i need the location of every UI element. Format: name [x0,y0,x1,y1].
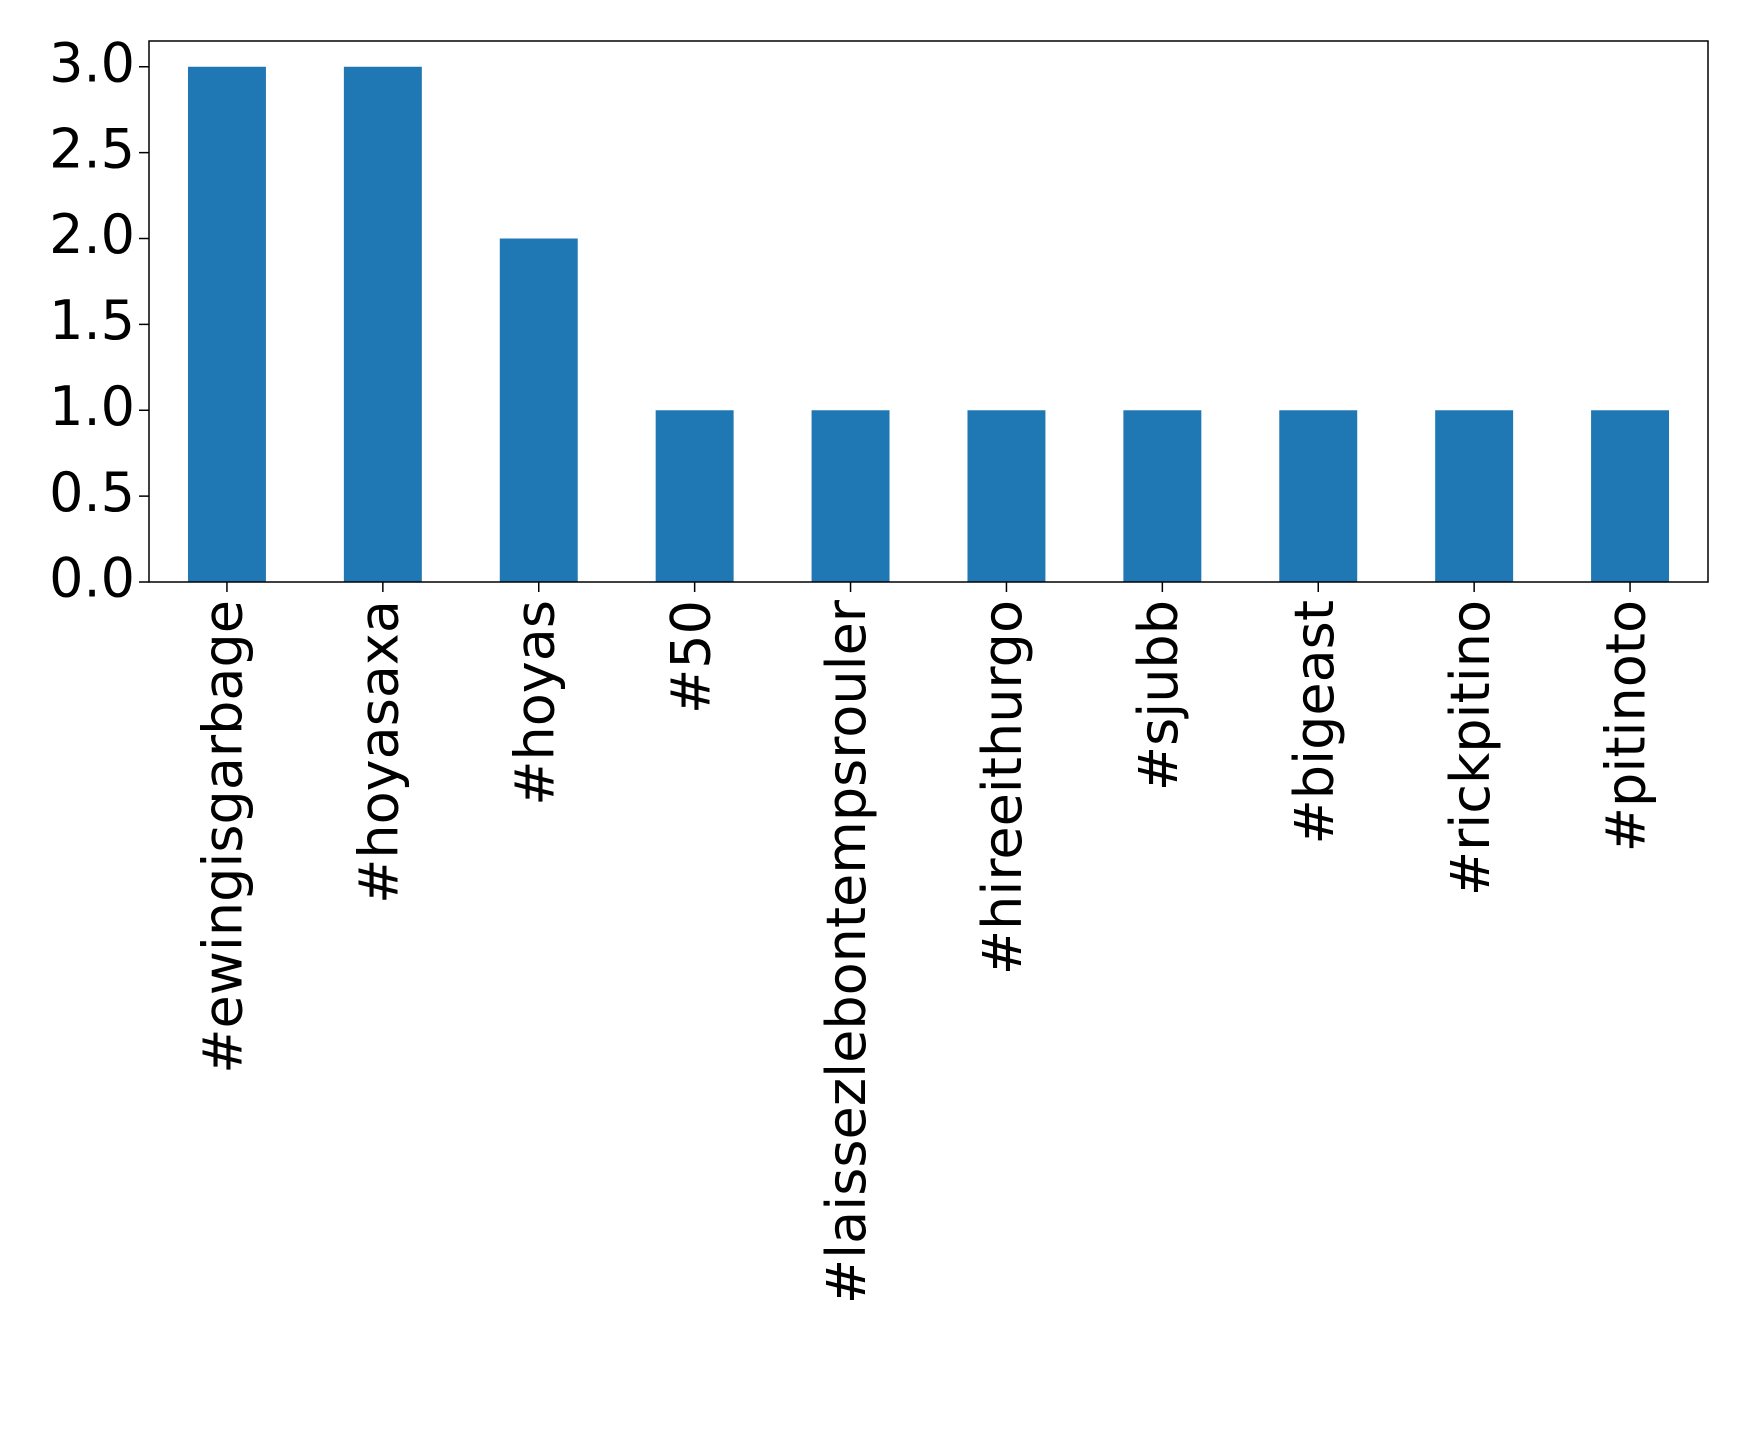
bar [967,410,1046,582]
bar [1123,410,1202,582]
x-tick-label: #laissezlebontempsrouler [815,599,878,1304]
y-tick-label: 1.5 [49,289,135,352]
bar [1279,410,1358,582]
x-tick-label: #50 [659,600,722,714]
x-tick-label: #bigeast [1283,600,1346,844]
bar [499,238,578,582]
y-tick-label: 2.0 [49,203,135,266]
bar [343,66,422,582]
y-tick-label: 3.0 [49,31,135,94]
x-tick-label: #hoyas [503,600,566,806]
y-tick-label: 2.5 [49,117,135,180]
plot-frame [148,40,1709,583]
bar [1591,410,1670,582]
y-tick-label: 0.0 [49,547,135,610]
bar [655,410,734,582]
x-tick-label: #pitinoto [1595,600,1658,852]
x-tick-label: #rickpitino [1439,600,1502,896]
x-tick-label: #hireeithurgo [971,600,1034,975]
x-tick-label: #sjubb [1127,600,1190,791]
y-tick-label: 1.0 [49,375,135,438]
y-tick-label: 0.5 [49,461,135,524]
bar [1435,410,1514,582]
x-tick-label: #ewingisgarbage [192,600,255,1074]
bar [811,410,890,582]
x-tick-label: #hoyasaxa [347,600,410,904]
bar [187,66,266,582]
